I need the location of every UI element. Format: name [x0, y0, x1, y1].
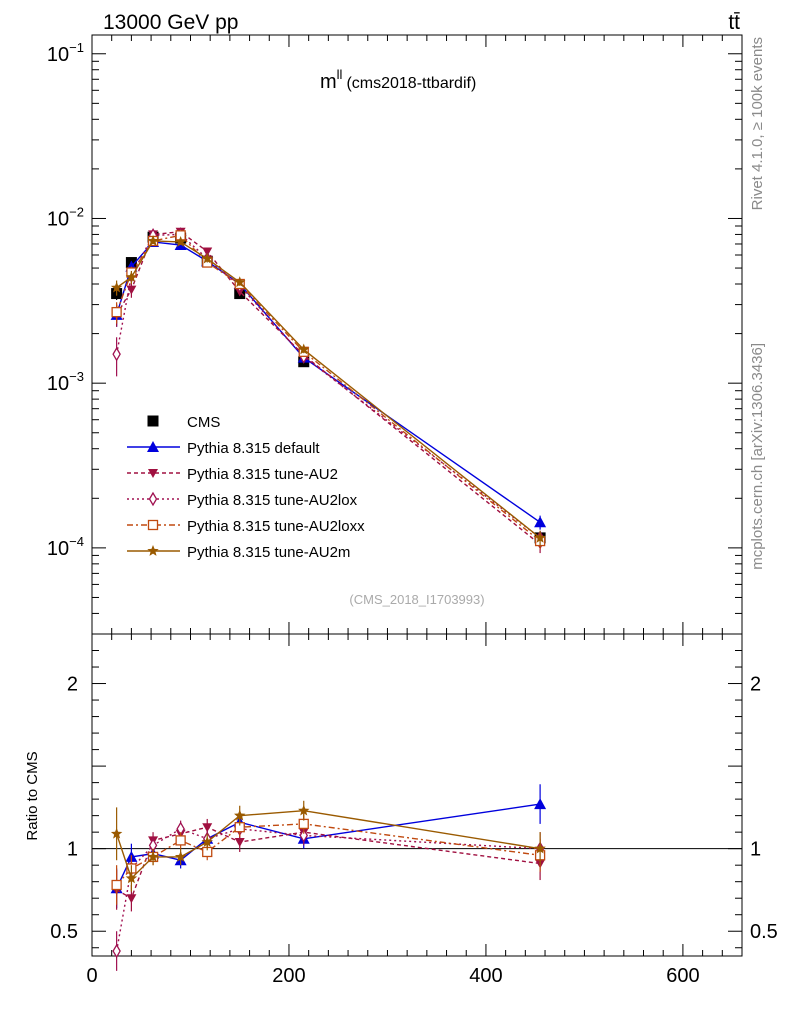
legend-label: Pythia 8.315 default	[187, 440, 320, 457]
data-point	[174, 235, 187, 247]
legend-item: Pythia 8.315 tune-AU2loxx	[127, 518, 365, 535]
ratio-point	[534, 842, 546, 854]
y-tick-label: 10−3	[47, 369, 84, 395]
ratio-point	[234, 809, 246, 821]
mcplots-reference-label: mcplots.cern.ch [arXiv:1306.3436]	[749, 343, 766, 570]
data-point	[234, 276, 246, 288]
legend-item: Pythia 8.315 default	[127, 440, 320, 457]
ratio-point	[534, 798, 547, 810]
ratio-line	[116, 826, 541, 900]
ratio-point	[147, 850, 159, 862]
ratio-point	[201, 836, 213, 847]
ratio-line	[115, 828, 541, 952]
series-line	[115, 234, 541, 542]
legend-marker	[148, 469, 158, 478]
y-tick-label: 10−1	[47, 40, 84, 66]
data-point	[534, 531, 546, 543]
data-point	[147, 234, 159, 246]
x-tick-label: 600	[666, 965, 699, 987]
ratio-plot-frame	[91, 633, 743, 957]
ratio-line	[115, 809, 541, 880]
legend-label: Pythia 8.315 tune-AU2loxx	[187, 518, 365, 535]
y-tick-exponent: −3	[69, 369, 84, 384]
series-line	[115, 233, 541, 539]
legend-item: Pythia 8.315 tune-AU2m	[127, 544, 350, 561]
y-tick-exponent: −4	[69, 534, 84, 549]
ratio-point	[202, 823, 213, 833]
ratio-point	[234, 838, 245, 848]
data-point	[112, 346, 121, 362]
ratio-point	[125, 872, 138, 884]
ratio-point	[298, 818, 309, 830]
legend-item: Pythia 8.315 tune-AU2	[127, 466, 338, 483]
ratio-point	[112, 943, 121, 959]
legend-marker	[148, 491, 158, 507]
plot-title: mll(cms2018-ttbardif)	[320, 67, 476, 93]
x-tick-label: 0	[86, 965, 97, 987]
ratio-point	[299, 828, 308, 843]
series-pythia-8-315-tune-au2m	[110, 234, 546, 546]
legend-label: Pythia 8.315 tune-AU2lox	[187, 492, 358, 509]
energy-label: 13000 GeV pp	[103, 11, 238, 34]
ratio-y-axis-label: Ratio to CMS	[24, 751, 41, 840]
legend-label: Pythia 8.315 tune-AU2m	[187, 544, 350, 561]
legend-item: CMS	[147, 414, 220, 431]
data-point	[126, 285, 137, 295]
ratio-y-tick-label-right: 0.5	[750, 921, 778, 943]
y-tick-mantissa: 10	[47, 44, 69, 66]
data-point	[110, 281, 123, 293]
y-tick-mantissa: 10	[47, 538, 69, 560]
legend-label: CMS	[187, 414, 220, 431]
ratio-series-pythia-8-315-default	[110, 784, 547, 909]
legend-marker	[147, 519, 159, 531]
data-point	[534, 516, 547, 528]
legend-marker	[147, 415, 159, 427]
ratio-point	[175, 835, 186, 846]
analysis-watermark: (CMS_2018_I1703993)	[349, 592, 484, 607]
ratio-y-tick-label-right: 2	[750, 674, 761, 696]
data-point	[298, 343, 310, 355]
data-point	[201, 252, 213, 264]
ratio-y-tick-label-left: 0.5	[50, 921, 78, 943]
legend-item: Pythia 8.315 tune-AU2lox	[127, 491, 358, 509]
x-tick-label: 200	[272, 965, 305, 987]
ratio-y-tick-label-left: 2	[67, 674, 78, 696]
ratio-point	[126, 894, 137, 904]
data-point	[111, 306, 122, 318]
y-tick-mantissa: 10	[47, 208, 69, 230]
y-tick-label: 10−4	[47, 534, 84, 560]
ratio-point	[110, 827, 123, 839]
series-line	[116, 240, 541, 539]
ratio-line	[116, 823, 541, 886]
legend: CMS Pythia 8.315 default Pythia 8.315 tune…	[127, 414, 365, 561]
y-tick-mantissa: 10	[47, 373, 69, 395]
ratio-y-tick-label-left: 1	[67, 839, 78, 861]
y-tick-exponent: −2	[69, 204, 84, 219]
x-tick-label: 400	[469, 965, 502, 987]
ratio-y-tick-label-right: 1	[750, 839, 761, 861]
ratio-series-pythia-8-315-tune-au2m	[110, 800, 546, 892]
legend-marker	[147, 545, 159, 556]
legend-label: Pythia 8.315 tune-AU2	[187, 466, 338, 483]
series-pythia-8-315-default	[110, 235, 547, 530]
data-point	[125, 271, 138, 283]
process-label: tt̄	[728, 11, 740, 34]
legend-marker	[147, 441, 159, 452]
ratio-point	[298, 804, 310, 816]
ratio-point	[111, 879, 122, 891]
rivet-version-label: Rivet 4.1.0, ≥ 100k events	[749, 37, 766, 210]
ratio-point	[174, 850, 187, 862]
y-tick-label: 10−2	[47, 204, 84, 230]
y-tick-exponent: −1	[69, 40, 84, 55]
